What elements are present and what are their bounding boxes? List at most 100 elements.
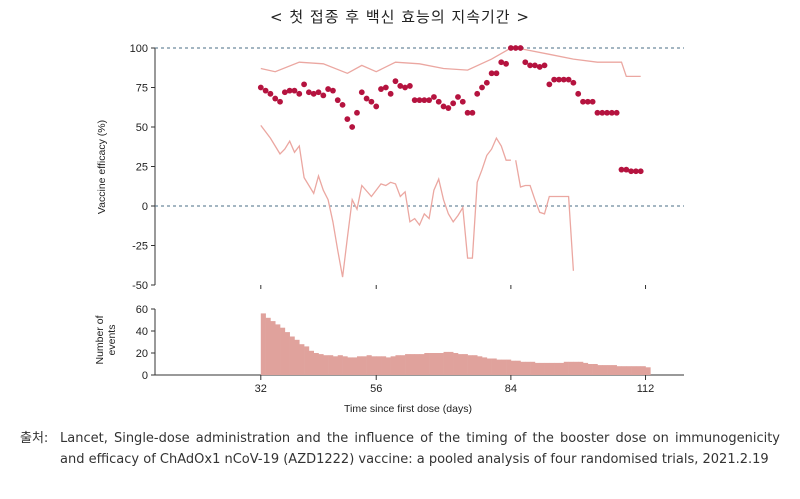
y-axis-title-efficacy: Vaccine efficacy (%) <box>96 120 108 214</box>
efficacy-point <box>301 81 307 88</box>
event-bar <box>371 356 377 375</box>
event-bar <box>347 357 353 375</box>
efficacy-point <box>503 60 509 67</box>
event-bar <box>299 344 305 375</box>
efficacy-point <box>272 95 279 102</box>
efficacy-point <box>580 98 586 105</box>
efficacy-point <box>560 76 567 83</box>
efficacy-point <box>368 98 375 105</box>
efficacy-point <box>315 89 322 96</box>
efficacy-point <box>392 78 399 85</box>
event-bar <box>544 362 550 375</box>
efficacy-point <box>613 109 620 116</box>
event-bar <box>453 353 459 375</box>
efficacy-point <box>354 109 360 116</box>
event-bar <box>385 357 391 375</box>
event-bar <box>525 361 531 375</box>
efficacy-point <box>349 124 356 130</box>
event-bar <box>592 364 598 375</box>
efficacy-point <box>469 109 476 116</box>
event-bar <box>308 350 314 375</box>
efficacy-point <box>450 100 457 107</box>
event-bar <box>549 362 555 375</box>
event-bar <box>448 351 454 375</box>
event-bar <box>587 364 593 375</box>
event-bar <box>280 327 286 375</box>
efficacy-point <box>344 116 351 122</box>
event-bar <box>433 353 440 375</box>
event-bar <box>578 361 584 375</box>
y-tick-label: 50 <box>136 122 148 134</box>
efficacy-point <box>527 62 534 69</box>
event-bar <box>390 356 396 375</box>
ci-line <box>515 160 575 271</box>
efficacy-point <box>517 45 524 51</box>
events-label-line-2: events <box>106 325 118 356</box>
x-tick-label: 32 <box>255 383 267 395</box>
event-bar <box>337 355 343 375</box>
event-bar <box>506 359 512 375</box>
events-y-tick-label: 0 <box>142 370 148 382</box>
efficacy-point <box>421 97 428 104</box>
efficacy-point <box>599 109 606 116</box>
efficacy-point <box>281 89 288 96</box>
event-bar <box>429 353 435 375</box>
event-bar <box>289 336 295 375</box>
efficacy-point <box>334 97 341 104</box>
event-bar <box>342 356 348 375</box>
event-bar <box>438 353 444 375</box>
event-bar <box>477 356 483 375</box>
efficacy-point <box>440 103 447 110</box>
event-bar <box>510 360 516 375</box>
efficacy-point <box>633 168 639 175</box>
y-tick-label: -25 <box>132 241 148 253</box>
efficacy-point <box>411 97 418 104</box>
efficacy-point <box>431 94 437 100</box>
efficacy-point <box>565 76 572 83</box>
ci-line <box>260 125 511 278</box>
event-bar <box>568 361 574 375</box>
event-bar <box>400 355 406 375</box>
efficacy-point <box>416 97 423 104</box>
efficacy-point <box>570 79 577 86</box>
event-bar <box>520 361 526 375</box>
event-bar <box>583 362 589 375</box>
efficacy-point <box>532 62 538 69</box>
event-bar <box>294 339 300 375</box>
ci-line <box>260 47 641 78</box>
efficacy-point <box>363 95 370 102</box>
event-bar <box>462 354 468 375</box>
efficacy-plot: 100 75 50 25 0 -25 -50 <box>130 43 684 292</box>
page-title: < 첫 접종 후 백신 효능의 지속기간 > <box>270 8 530 26</box>
event-bar <box>554 362 560 375</box>
event-bar <box>332 356 339 375</box>
x-tick-label: 84 <box>505 383 517 395</box>
efficacy-point <box>546 81 553 88</box>
event-bar <box>621 366 627 375</box>
event-bar <box>366 355 372 375</box>
efficacy-point <box>339 101 346 108</box>
efficacy-point <box>551 76 558 83</box>
efficacy-point <box>262 87 269 94</box>
efficacy-point <box>474 90 481 97</box>
x-tick-label: 56 <box>370 383 382 395</box>
event-bar <box>457 354 464 375</box>
efficacy-point <box>575 90 582 97</box>
event-bar <box>318 354 324 375</box>
event-bar <box>424 353 430 375</box>
efficacy-point <box>498 59 505 66</box>
event-bar <box>260 313 266 375</box>
efficacy-point <box>483 79 490 86</box>
efficacy-point <box>522 59 529 66</box>
efficacy-point <box>277 98 283 105</box>
event-bar <box>626 366 632 375</box>
y-tick-label: 100 <box>130 43 148 55</box>
event-bar <box>356 356 363 375</box>
efficacy-point <box>589 98 596 105</box>
event-bar <box>597 365 603 375</box>
efficacy-point <box>445 105 452 111</box>
efficacy-point <box>464 109 471 116</box>
efficacy-point <box>267 90 274 97</box>
efficacy-point <box>286 87 293 94</box>
event-bar <box>265 317 271 375</box>
